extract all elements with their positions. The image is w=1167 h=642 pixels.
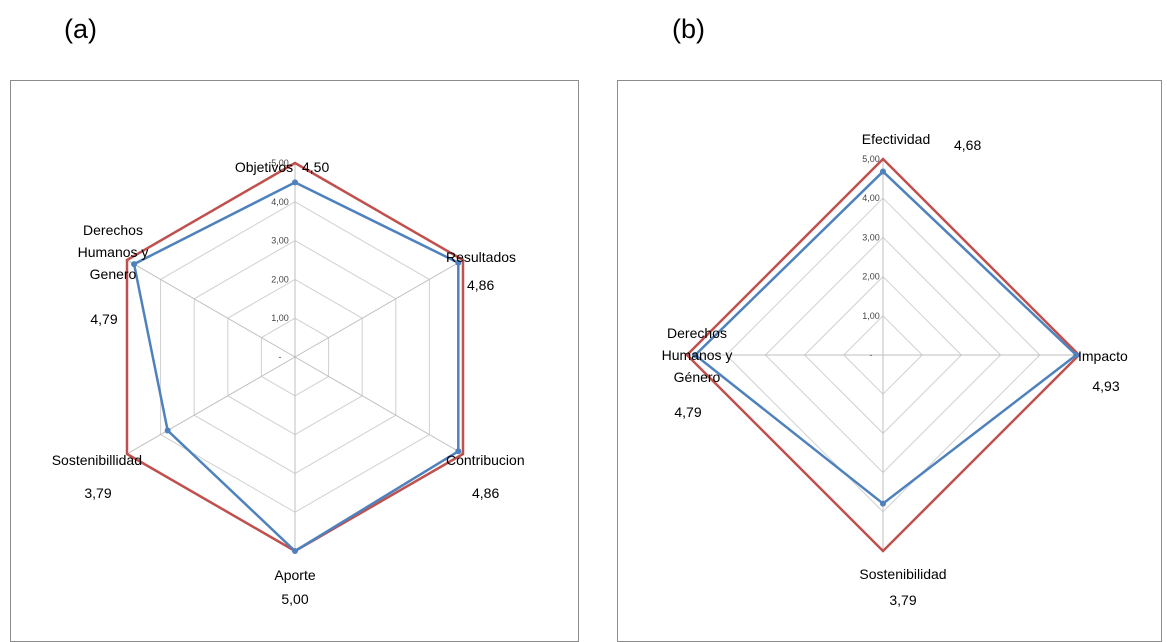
chart-b-value-label: 4,93: [1092, 378, 1119, 394]
chart-b-series-max-outline: [685, 157, 1081, 553]
chart-b-data-point: [880, 168, 886, 175]
chart-a-axis-label: Humanos y: [78, 244, 149, 260]
chart-a-spoke: [294, 356, 464, 455]
chart-b-axis-label: Género: [674, 369, 721, 385]
chart-a-tick-label: 3,00: [271, 236, 289, 246]
chart-a-axis-label: Resultados: [446, 249, 516, 265]
chart-a-value-label: 3,79: [84, 485, 111, 501]
radar-chart-b-frame: [617, 80, 1162, 642]
chart-b-data-point: [1073, 352, 1080, 358]
chart-a-data-point: [455, 448, 462, 455]
chart-b-tick-label: 3,00: [862, 232, 880, 242]
chart-b-tick-label: 5,00: [862, 154, 880, 164]
chart-a-tick-label: 5,00: [271, 158, 289, 168]
chart-b-tick-label: -: [870, 350, 873, 360]
chart-b-value-label: 3,79: [889, 592, 916, 608]
chart-a-series-score-outline: [132, 181, 460, 553]
chart-a-spoke: [126, 259, 296, 358]
chart-a-tick-label: -: [279, 352, 282, 362]
chart-a-spoke: [126, 356, 296, 455]
chart-b-axis-label: Impacto: [1078, 348, 1128, 364]
chart-b-axis-label: Derechos: [667, 325, 727, 341]
chart-b-tick-label: 1,00: [862, 311, 880, 321]
panel-b-letter: (b): [672, 14, 705, 44]
chart-b-data-point: [880, 500, 886, 507]
chart-a-value-label: 4,79: [90, 311, 117, 327]
chart-a-data-point: [292, 179, 298, 186]
chart-a-value-label: 4,86: [467, 277, 494, 293]
chart-b-axis-label: Humanos y: [662, 347, 733, 363]
chart-a-tick-label: 2,00: [271, 274, 289, 284]
chart-b-data-point: [692, 352, 699, 358]
chart-b-series-score-outline: [693, 169, 1079, 506]
chart-a-data-point: [164, 427, 171, 434]
chart-b-value-label: 4,79: [674, 404, 701, 420]
chart-a-axis-label: Objetivos: [235, 159, 293, 175]
chart-a-tick-label: 1,00: [271, 313, 289, 323]
chart-a-value-label: 5,00: [281, 591, 308, 607]
chart-b-axis-label: Sostenibilidad: [859, 566, 946, 582]
chart-a-tick-label: 4,00: [271, 197, 289, 207]
chart-a-data-point: [455, 259, 462, 266]
chart-b-tick-label: 2,00: [862, 272, 880, 282]
chart-a-value-label: 4,86: [472, 485, 499, 501]
chart-a-value-label: 4,50: [302, 159, 329, 175]
chart-a-data-point: [131, 261, 138, 268]
chart-b-value-label: 4,68: [954, 137, 981, 153]
panel-a-letter: (a): [64, 14, 97, 44]
chart-a-spoke: [294, 259, 464, 358]
chart-a-axis-label: Derechos: [83, 222, 143, 238]
chart-b-axis-label: Efectividad: [862, 131, 930, 147]
chart-a-axis-label: Aporte: [274, 567, 315, 583]
chart-a-data-point: [292, 548, 298, 554]
chart-a-axis-label: Sostenibillidad: [52, 452, 142, 468]
chart-a-axis-label: Contribucion: [446, 452, 525, 468]
chart-a-axis-label: Genero: [90, 266, 137, 282]
chart-b-tick-label: 4,00: [862, 193, 880, 203]
